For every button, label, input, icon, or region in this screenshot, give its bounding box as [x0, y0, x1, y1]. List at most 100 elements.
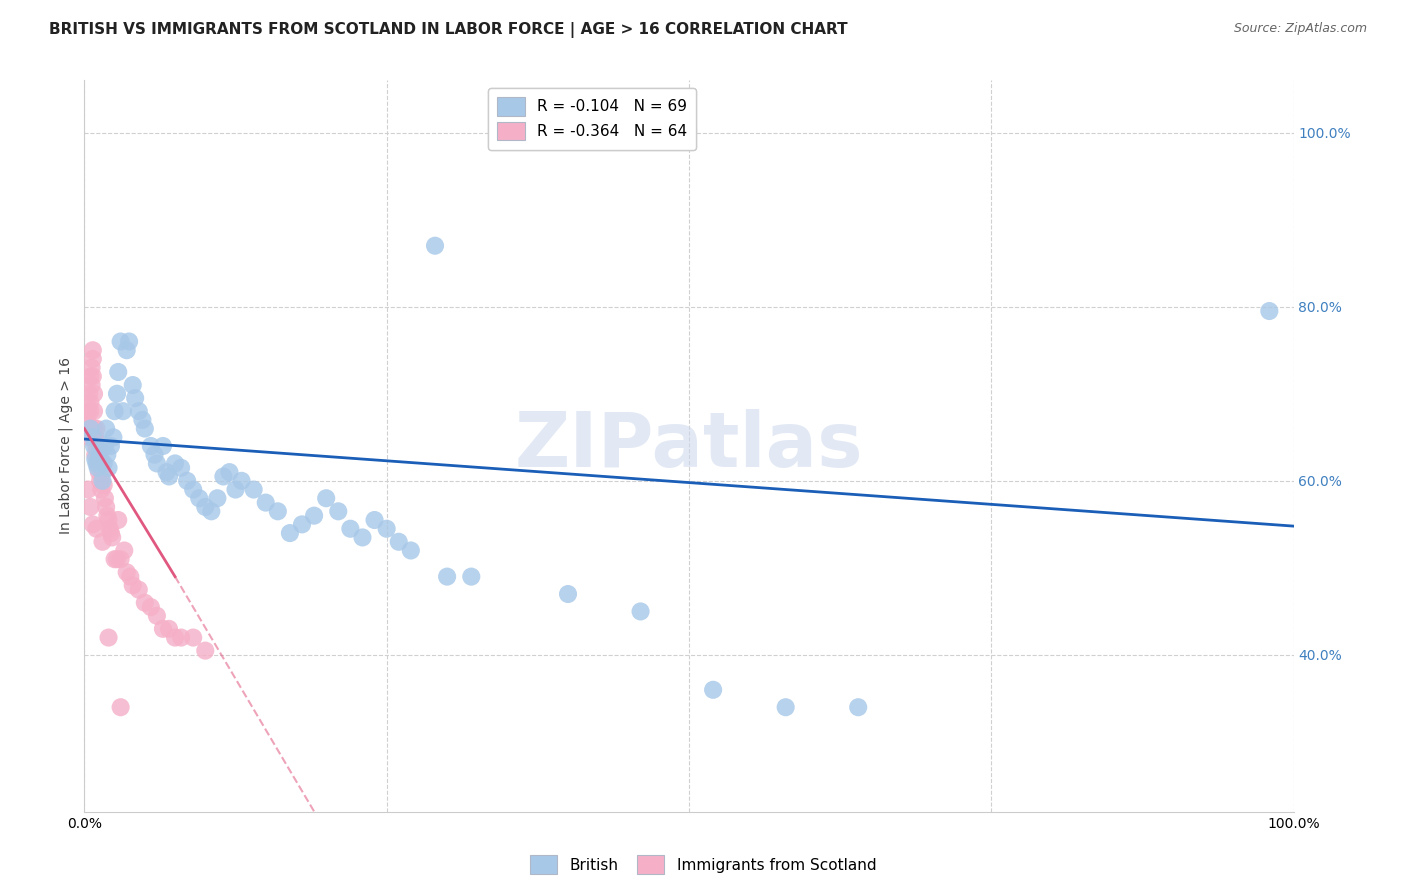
Point — [121, 578, 143, 592]
Point — [775, 700, 797, 714]
Point — [86, 522, 108, 536]
Point — [80, 378, 103, 392]
Point — [155, 465, 177, 479]
Point — [1258, 304, 1281, 318]
Point — [90, 483, 112, 497]
Point — [375, 522, 398, 536]
Point — [94, 421, 117, 435]
Point — [110, 334, 132, 349]
Point — [120, 569, 142, 583]
Point — [82, 369, 104, 384]
Point — [181, 483, 204, 497]
Point — [83, 439, 105, 453]
Point — [82, 343, 104, 358]
Point — [79, 369, 101, 384]
Point — [94, 500, 117, 514]
Point — [84, 448, 107, 462]
Point — [112, 543, 135, 558]
Point — [104, 404, 127, 418]
Point — [86, 448, 108, 462]
Point — [100, 439, 122, 453]
Point — [176, 474, 198, 488]
Point — [146, 457, 169, 471]
Point — [77, 430, 100, 444]
Point — [103, 430, 125, 444]
Point — [107, 365, 129, 379]
Point — [79, 395, 101, 409]
Point — [77, 404, 100, 418]
Point — [302, 508, 325, 523]
Point — [118, 334, 141, 349]
Point — [291, 517, 314, 532]
Point — [105, 386, 128, 401]
Point — [87, 452, 110, 467]
Point — [254, 495, 277, 509]
Point — [121, 378, 143, 392]
Point — [278, 526, 301, 541]
Point — [134, 421, 156, 435]
Point — [152, 439, 174, 453]
Point — [207, 491, 229, 506]
Point — [112, 404, 135, 418]
Point — [200, 504, 222, 518]
Point — [131, 413, 153, 427]
Point — [94, 439, 117, 453]
Point — [242, 483, 264, 497]
Point — [101, 530, 124, 544]
Point — [80, 360, 103, 375]
Point — [93, 457, 115, 471]
Point — [170, 631, 193, 645]
Text: ZIPatlas: ZIPatlas — [515, 409, 863, 483]
Point — [702, 682, 724, 697]
Point — [86, 439, 108, 453]
Point — [96, 448, 118, 462]
Point — [363, 513, 385, 527]
Point — [93, 478, 115, 492]
Point — [86, 457, 108, 471]
Point — [115, 343, 138, 358]
Point — [77, 483, 100, 497]
Point — [89, 474, 111, 488]
Legend: R = -0.104   N = 69, R = -0.364   N = 64: R = -0.104 N = 69, R = -0.364 N = 64 — [488, 88, 696, 150]
Point — [139, 600, 162, 615]
Point — [97, 631, 120, 645]
Point — [128, 404, 150, 418]
Legend: British, Immigrants from Scotland: British, Immigrants from Scotland — [523, 849, 883, 880]
Point — [105, 552, 128, 566]
Point — [128, 582, 150, 597]
Point — [315, 491, 337, 506]
Point — [267, 504, 290, 518]
Point — [83, 421, 105, 435]
Point — [194, 643, 217, 657]
Point — [124, 391, 146, 405]
Point — [146, 608, 169, 623]
Point — [87, 439, 110, 453]
Point — [79, 421, 101, 435]
Point — [86, 434, 108, 449]
Point — [83, 386, 105, 401]
Point — [181, 631, 204, 645]
Point — [328, 504, 350, 518]
Point — [110, 552, 132, 566]
Point — [139, 439, 162, 453]
Point — [115, 566, 138, 580]
Point — [89, 448, 111, 462]
Point — [165, 457, 187, 471]
Point — [94, 491, 117, 506]
Point — [91, 465, 114, 479]
Point — [79, 500, 101, 514]
Point — [90, 457, 112, 471]
Point — [107, 513, 129, 527]
Point — [82, 430, 104, 444]
Point — [231, 474, 253, 488]
Point — [79, 404, 101, 418]
Point — [77, 421, 100, 435]
Point — [87, 465, 110, 479]
Point — [399, 543, 422, 558]
Point — [96, 508, 118, 523]
Point — [91, 457, 114, 471]
Point — [98, 522, 121, 536]
Point — [423, 238, 446, 252]
Point — [77, 386, 100, 401]
Point — [83, 404, 105, 418]
